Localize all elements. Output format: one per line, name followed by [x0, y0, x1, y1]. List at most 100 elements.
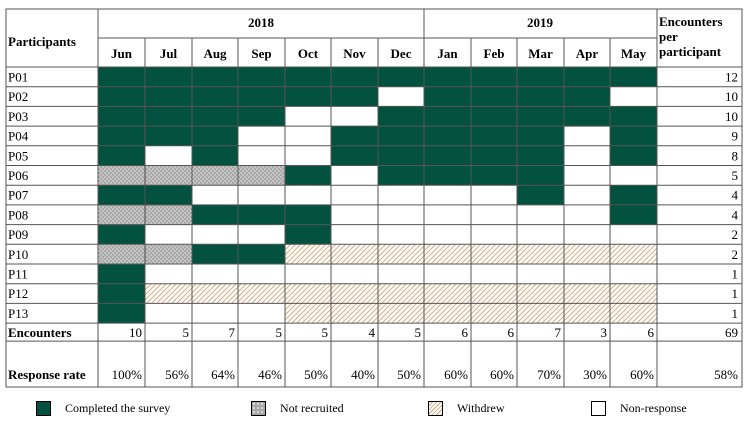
cell-p03-jul	[145, 106, 192, 127]
cell-p05-sep	[238, 145, 285, 166]
year-2019-header: 2019	[527, 15, 554, 30]
cell-p06-oct	[285, 165, 331, 186]
participant-label: P09	[8, 227, 28, 242]
cell-p13-jun	[98, 303, 145, 324]
cell-p11-dec	[378, 264, 424, 284]
cell-p03-feb	[471, 106, 517, 127]
cell-p02-feb	[471, 86, 517, 107]
response-rate-value: 60%	[490, 367, 514, 382]
cell-p12-mar	[517, 283, 564, 304]
cell-p04-apr	[564, 126, 610, 146]
month-header-mar: Mar	[528, 46, 553, 61]
cell-p04-dec	[378, 126, 424, 146]
cell-p02-aug	[192, 86, 238, 107]
encounters-row-label: Encounters	[8, 325, 72, 340]
cell-p05-jun	[98, 145, 145, 166]
non-response-swatch	[591, 400, 606, 416]
cell-p13-mar	[517, 303, 564, 324]
cell-p13-feb	[471, 303, 517, 324]
participant-total: 1	[732, 286, 739, 301]
cell-p13-oct	[285, 303, 331, 324]
legend-item-completed: Completed the survey	[36, 399, 170, 417]
response-rate-value: 100%	[112, 367, 143, 382]
participant-label: P01	[8, 70, 28, 85]
response-rate-value: 64%	[211, 367, 235, 382]
legend-label-withdrew: Withdrew	[457, 400, 505, 415]
cell-p08-feb	[471, 204, 517, 225]
cell-p04-may	[610, 126, 657, 146]
cell-p09-apr	[564, 224, 610, 245]
encounters-per-participant-header: Encounters per participant	[659, 14, 726, 59]
cell-p09-jun	[98, 224, 145, 245]
cell-p07-may	[610, 185, 657, 205]
encounters-value: 6	[508, 325, 515, 340]
cell-p10-aug	[192, 244, 238, 264]
cell-p11-jan	[424, 264, 471, 284]
cell-p01-nov	[331, 67, 378, 87]
encounters-per-participant-line-2: per	[659, 29, 678, 44]
encounters-value: 3	[601, 325, 608, 340]
cell-p05-dec	[378, 145, 424, 166]
encounters-value: 5	[322, 325, 329, 340]
cell-p06-jun	[98, 165, 145, 186]
participant-total: 2	[732, 247, 739, 262]
cell-p09-sep	[238, 224, 285, 245]
cell-p03-may	[610, 106, 657, 127]
cell-p04-nov	[331, 126, 378, 146]
encounters-value: 5	[183, 325, 190, 340]
cell-p02-oct	[285, 86, 331, 107]
cell-p10-feb	[471, 244, 517, 264]
cell-p12-jul	[145, 283, 192, 304]
month-header-jun: Jun	[111, 46, 133, 61]
encounters-per-participant-line-1: Encounters	[659, 14, 723, 29]
month-header-jan: Jan	[437, 46, 458, 61]
legend-label-completed: Completed the survey	[65, 400, 171, 415]
cell-p10-jun	[98, 244, 145, 264]
cell-p06-apr	[564, 165, 610, 186]
cell-p12-nov	[331, 283, 378, 304]
completed-swatch	[36, 400, 51, 416]
participant-total: 9	[732, 129, 739, 144]
encounters-value: 10	[129, 325, 142, 340]
participant-label: P10	[8, 247, 28, 262]
participant-label: P05	[8, 148, 28, 163]
cell-p04-sep	[238, 126, 285, 146]
legend-item-not-recruited: Not recruited	[251, 399, 344, 417]
cell-p07-jan	[424, 185, 471, 205]
month-header-aug: Aug	[203, 46, 227, 61]
cell-p12-feb	[471, 283, 517, 304]
cell-p03-aug	[192, 106, 238, 127]
legend-item-non-response: Non-response	[591, 399, 687, 417]
participant-total: 10	[725, 89, 738, 104]
cell-p06-jul	[145, 165, 192, 186]
cell-p10-may	[610, 244, 657, 264]
cell-p03-oct	[285, 106, 331, 127]
cell-p01-jun	[98, 67, 145, 87]
cell-p06-sep	[238, 165, 285, 186]
cell-p07-mar	[517, 185, 564, 205]
cell-p02-nov	[331, 86, 378, 107]
encounters-total: 69	[725, 325, 738, 340]
encounters-value: 4	[369, 325, 376, 340]
grid-lines	[5, 8, 743, 388]
cell-p09-feb	[471, 224, 517, 245]
cell-p06-mar	[517, 165, 564, 186]
cell-p09-may	[610, 224, 657, 245]
month-header-sep: Sep	[251, 46, 271, 61]
cell-p04-jan	[424, 126, 471, 146]
cell-p08-mar	[517, 204, 564, 225]
participant-total: 4	[732, 188, 739, 203]
legend-label-non-response: Non-response	[620, 400, 687, 415]
cell-p05-jan	[424, 145, 471, 166]
cell-p04-mar	[517, 126, 564, 146]
response-rate-total: 58%	[714, 367, 738, 382]
cell-p12-jun	[98, 283, 145, 304]
cell-p06-nov	[331, 165, 378, 186]
participant-total: 12	[725, 70, 738, 85]
cell-p11-nov	[331, 264, 378, 284]
participant-total: 1	[732, 306, 739, 321]
cell-p11-apr	[564, 264, 610, 284]
encounters-value: 6	[648, 325, 655, 340]
cell-p05-nov	[331, 145, 378, 166]
